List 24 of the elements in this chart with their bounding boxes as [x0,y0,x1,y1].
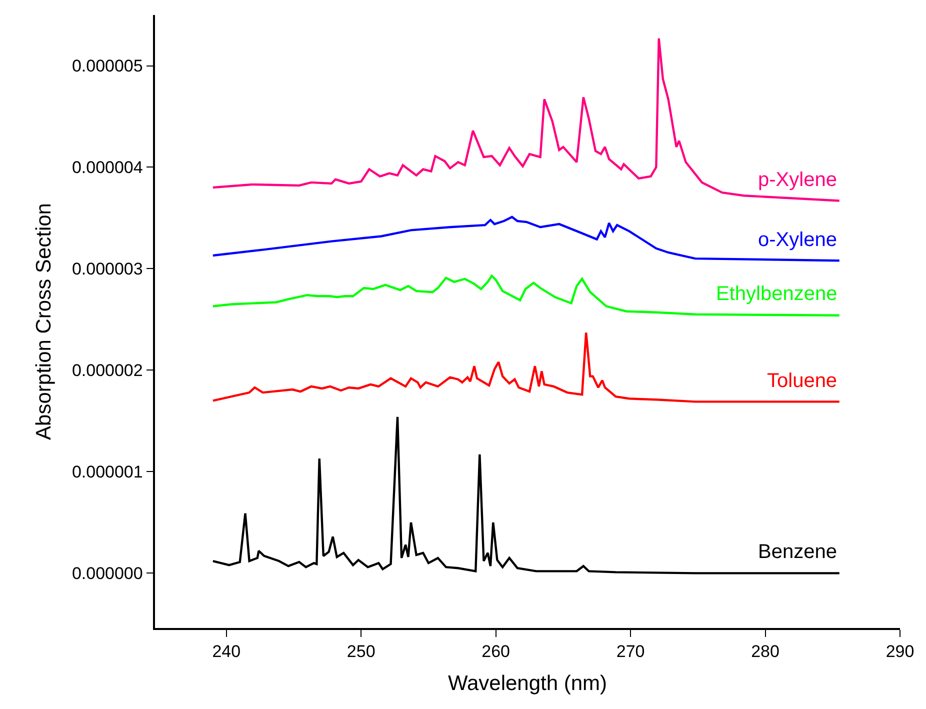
y-tick-label: 0.000003 [72,260,143,279]
x-axis-title: Wavelength (nm) [448,672,608,695]
x-tick-label: 270 [616,642,645,662]
y-tick-label: 0.000000 [72,564,143,584]
line-series [212,332,840,403]
x-tick-label: 240 [212,642,241,662]
line-series [212,216,840,262]
line-series [212,37,840,202]
y-tick-label: 0.000004 [72,158,143,178]
series-label: Toluene [767,370,838,392]
y-tick-label: 0.000001 [72,462,143,482]
series-label: o-Xylene [758,229,837,251]
y-axis-title: Absorption Cross Section [32,203,56,440]
x-tick-label: 250 [346,642,376,662]
x-tick-label: 290 [886,642,914,662]
line-series [212,274,840,317]
series-label: Benzene [758,541,837,563]
x-tick-label: 260 [482,642,510,662]
line-series [212,416,840,574]
x-tick-label: 280 [751,642,780,662]
y-tick-label: 0.000002 [72,361,143,380]
series-label: Ethylbenzene [716,283,838,305]
y-tick-label: 0.000005 [72,56,143,76]
series-label: p-Xylene [758,169,837,191]
